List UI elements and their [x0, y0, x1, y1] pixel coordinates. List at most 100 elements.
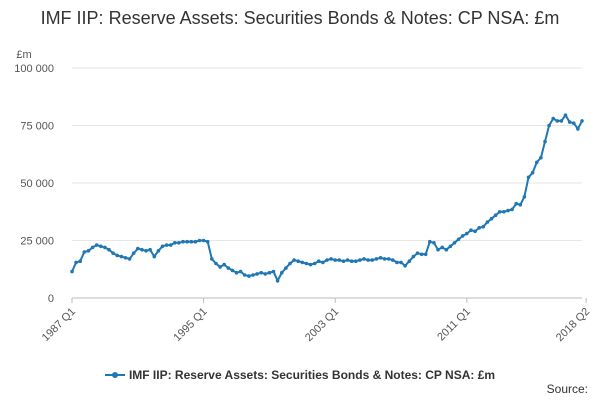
data-point[interactable] — [255, 272, 259, 276]
data-point[interactable] — [214, 261, 218, 266]
data-point[interactable] — [378, 255, 383, 260]
data-point[interactable] — [210, 257, 214, 261]
data-point[interactable] — [74, 260, 78, 265]
data-point[interactable] — [543, 139, 547, 144]
data-point[interactable] — [526, 175, 531, 180]
data-point[interactable] — [205, 239, 210, 244]
data-point[interactable] — [152, 254, 157, 259]
data-point[interactable] — [551, 116, 555, 121]
data-point[interactable] — [144, 249, 148, 253]
data-point[interactable] — [333, 258, 338, 262]
data-point[interactable] — [263, 272, 268, 276]
data-point[interactable] — [407, 259, 412, 264]
data-point[interactable] — [160, 244, 165, 249]
data-point[interactable] — [436, 247, 440, 252]
data-point[interactable] — [395, 260, 399, 265]
data-point[interactable] — [399, 260, 403, 265]
data-point[interactable] — [485, 220, 490, 224]
data-point[interactable] — [304, 261, 309, 266]
data-point[interactable] — [572, 121, 576, 125]
data-point[interactable] — [271, 269, 276, 274]
data-point[interactable] — [456, 237, 461, 242]
data-point[interactable] — [99, 244, 103, 249]
data-point[interactable] — [242, 273, 247, 277]
data-point[interactable] — [181, 239, 185, 244]
data-point[interactable] — [226, 266, 231, 270]
data-point[interactable] — [119, 254, 124, 259]
data-point[interactable] — [391, 258, 395, 262]
data-point[interactable] — [82, 250, 87, 254]
data-point[interactable] — [362, 257, 366, 261]
data-point[interactable] — [94, 243, 99, 247]
data-point[interactable] — [275, 279, 280, 283]
data-point[interactable] — [423, 252, 428, 257]
data-point[interactable] — [173, 241, 177, 245]
data-point[interactable] — [428, 239, 432, 244]
data-point[interactable] — [251, 273, 255, 277]
data-point[interactable] — [234, 270, 239, 275]
legend-item[interactable]: IMF IIP: Reserve Assets: Securities Bond… — [104, 368, 495, 382]
data-point[interactable] — [164, 243, 169, 247]
data-point[interactable] — [465, 231, 469, 236]
data-point[interactable] — [555, 119, 560, 123]
data-point[interactable] — [189, 239, 194, 244]
data-point[interactable] — [201, 238, 206, 243]
data-point[interactable] — [547, 123, 551, 128]
data-point[interactable] — [115, 253, 119, 258]
data-point[interactable] — [177, 241, 181, 245]
data-point[interactable] — [506, 208, 510, 213]
data-point[interactable] — [238, 269, 243, 274]
data-point[interactable] — [481, 224, 486, 229]
data-point[interactable] — [522, 195, 527, 199]
data-point[interactable] — [148, 247, 152, 252]
data-point[interactable] — [539, 155, 543, 160]
data-point[interactable] — [535, 160, 539, 165]
data-point[interactable] — [358, 258, 362, 262]
data-point[interactable] — [473, 229, 477, 234]
data-point[interactable] — [308, 262, 313, 267]
data-point[interactable] — [280, 270, 284, 275]
data-point[interactable] — [193, 239, 198, 244]
data-point[interactable] — [111, 251, 115, 255]
data-point[interactable] — [386, 257, 391, 261]
data-point[interactable] — [415, 251, 420, 255]
data-point[interactable] — [127, 257, 132, 261]
legend[interactable]: IMF IIP: Reserve Assets: Securities Bond… — [0, 368, 600, 383]
data-point[interactable] — [292, 258, 296, 262]
data-point[interactable] — [469, 228, 473, 232]
data-point[interactable] — [411, 254, 416, 259]
data-point[interactable] — [247, 274, 251, 278]
data-point[interactable] — [107, 247, 111, 252]
data-point[interactable] — [86, 249, 91, 253]
data-point[interactable] — [131, 251, 136, 255]
data-point[interactable] — [156, 249, 161, 253]
data-point[interactable] — [444, 247, 449, 252]
data-point[interactable] — [325, 258, 329, 262]
data-point[interactable] — [419, 252, 424, 257]
data-point[interactable] — [403, 264, 407, 268]
data-point[interactable] — [497, 210, 502, 214]
data-point[interactable] — [300, 260, 305, 265]
data-point[interactable] — [197, 238, 202, 243]
data-point[interactable] — [70, 269, 74, 274]
data-point[interactable] — [312, 261, 317, 266]
data-point[interactable] — [296, 259, 301, 264]
data-point[interactable] — [123, 255, 128, 260]
data-point[interactable] — [432, 241, 436, 245]
data-point[interactable] — [440, 245, 445, 250]
data-point[interactable] — [559, 119, 564, 123]
data-point[interactable] — [259, 270, 264, 275]
data-point[interactable] — [448, 244, 453, 249]
data-point[interactable] — [288, 261, 292, 266]
data-point[interactable] — [317, 259, 321, 264]
data-point[interactable] — [514, 201, 518, 206]
data-point[interactable] — [329, 257, 333, 261]
data-point[interactable] — [374, 257, 379, 261]
data-point[interactable] — [218, 265, 222, 269]
data-point[interactable] — [366, 258, 370, 262]
data-point[interactable] — [518, 203, 523, 207]
data-point[interactable] — [103, 245, 107, 250]
data-point[interactable] — [370, 258, 375, 262]
data-point[interactable] — [563, 113, 568, 117]
data-point[interactable] — [530, 170, 535, 175]
